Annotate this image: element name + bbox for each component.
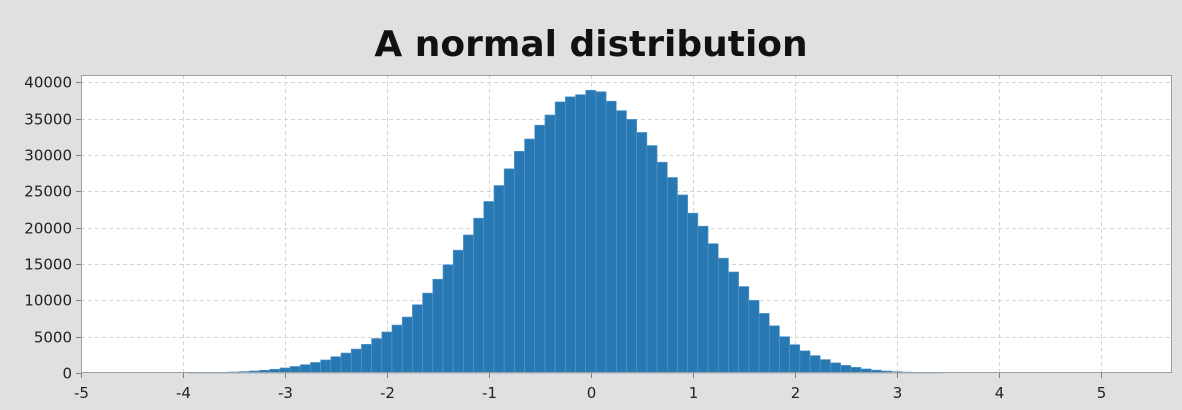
histogram-bar: [442, 264, 454, 374]
x-tick-label: 4: [995, 384, 1005, 402]
histogram-bar: [840, 365, 852, 374]
histogram-bar: [605, 100, 617, 374]
histogram-bar: [636, 132, 648, 374]
histogram-bar: [575, 94, 587, 374]
x-tick-label: -2: [380, 384, 395, 402]
x-tick-label: 5: [1097, 384, 1107, 402]
histogram-bar: [473, 217, 485, 374]
histogram-bar: [666, 177, 678, 374]
histogram-bar: [687, 212, 699, 374]
histogram-bar: [350, 348, 362, 374]
histogram-bar: [514, 151, 525, 374]
histogram-bar: [697, 225, 709, 374]
histogram-bar: [310, 362, 321, 374]
x-tick-label: 1: [689, 384, 699, 402]
histogram-bar: [412, 304, 423, 374]
histogram-bar: [493, 185, 505, 374]
histogram-bar: [544, 114, 556, 374]
histogram-bar: [717, 257, 729, 374]
x-tick-label: 0: [587, 384, 597, 402]
histogram-bar: [626, 119, 637, 374]
histogram-bar: [656, 161, 668, 374]
histogram-bar: [330, 356, 342, 374]
x-tick-label: -5: [74, 384, 89, 402]
histogram-bar: [615, 110, 627, 374]
histogram-bar: [748, 300, 760, 374]
y-tick-label: 5000: [34, 329, 72, 347]
histogram-bar: [677, 194, 688, 374]
histogram-bar: [738, 286, 750, 374]
histogram-bar: [371, 338, 383, 374]
histogram-bar: [789, 344, 801, 374]
x-tick-label: 3: [893, 384, 903, 402]
histogram-bar: [432, 278, 444, 374]
histogram-bar: [809, 355, 821, 374]
histogram-bar: [534, 124, 546, 374]
histogram-bar: [728, 271, 739, 374]
histogram-bar: [554, 101, 566, 374]
histogram-bar: [779, 336, 790, 374]
histogram-bar: [646, 145, 658, 374]
y-tick-label: 35000: [24, 111, 72, 129]
histogram-bar: [768, 325, 780, 374]
histogram-bar: [707, 243, 719, 374]
histogram-bar: [524, 138, 536, 374]
histogram-bar: [565, 96, 576, 374]
y-tick-label: 20000: [24, 220, 72, 238]
y-axis: 0 5000 10000 15000 20000 25000 30000 35000 40000: [24, 74, 81, 383]
histogram-bar: [503, 168, 515, 374]
histogram-bar: [391, 324, 403, 374]
histogram-bar: [819, 359, 831, 374]
histogram-bar: [299, 364, 311, 374]
y-tick-label: 15000: [24, 256, 72, 274]
y-tick-label: 25000: [24, 183, 72, 201]
x-tick-label: -1: [482, 384, 497, 402]
x-tick-label: -4: [176, 384, 191, 402]
y-tick-label: 40000: [24, 74, 72, 92]
histogram-bar: [320, 359, 332, 374]
chart-title: A normal distribution: [374, 24, 808, 65]
histogram-bar: [830, 362, 841, 374]
histogram-bar: [595, 91, 607, 374]
histogram-bar: [340, 352, 352, 374]
histogram-bar: [483, 201, 495, 374]
y-tick-label: 0: [62, 365, 72, 383]
histogram-bar: [585, 89, 597, 374]
y-tick-label: 10000: [24, 292, 72, 310]
histogram-bar: [463, 234, 474, 374]
histogram-bar: [361, 343, 372, 374]
histogram-bar: [799, 350, 811, 374]
histogram-bar: [422, 292, 434, 374]
y-tick-label: 30000: [24, 147, 72, 165]
plot-border: [81, 75, 1172, 373]
x-tick-label: -3: [278, 384, 293, 402]
x-tick-label: 2: [791, 384, 801, 402]
histogram-bar: [381, 331, 393, 374]
x-axis: -5 -4 -3 -2 -1 0 1 2 3 4 5: [74, 373, 1106, 402]
histogram-bar: [758, 313, 770, 374]
histogram-bar: [401, 316, 413, 374]
histogram-bar: [452, 249, 464, 374]
